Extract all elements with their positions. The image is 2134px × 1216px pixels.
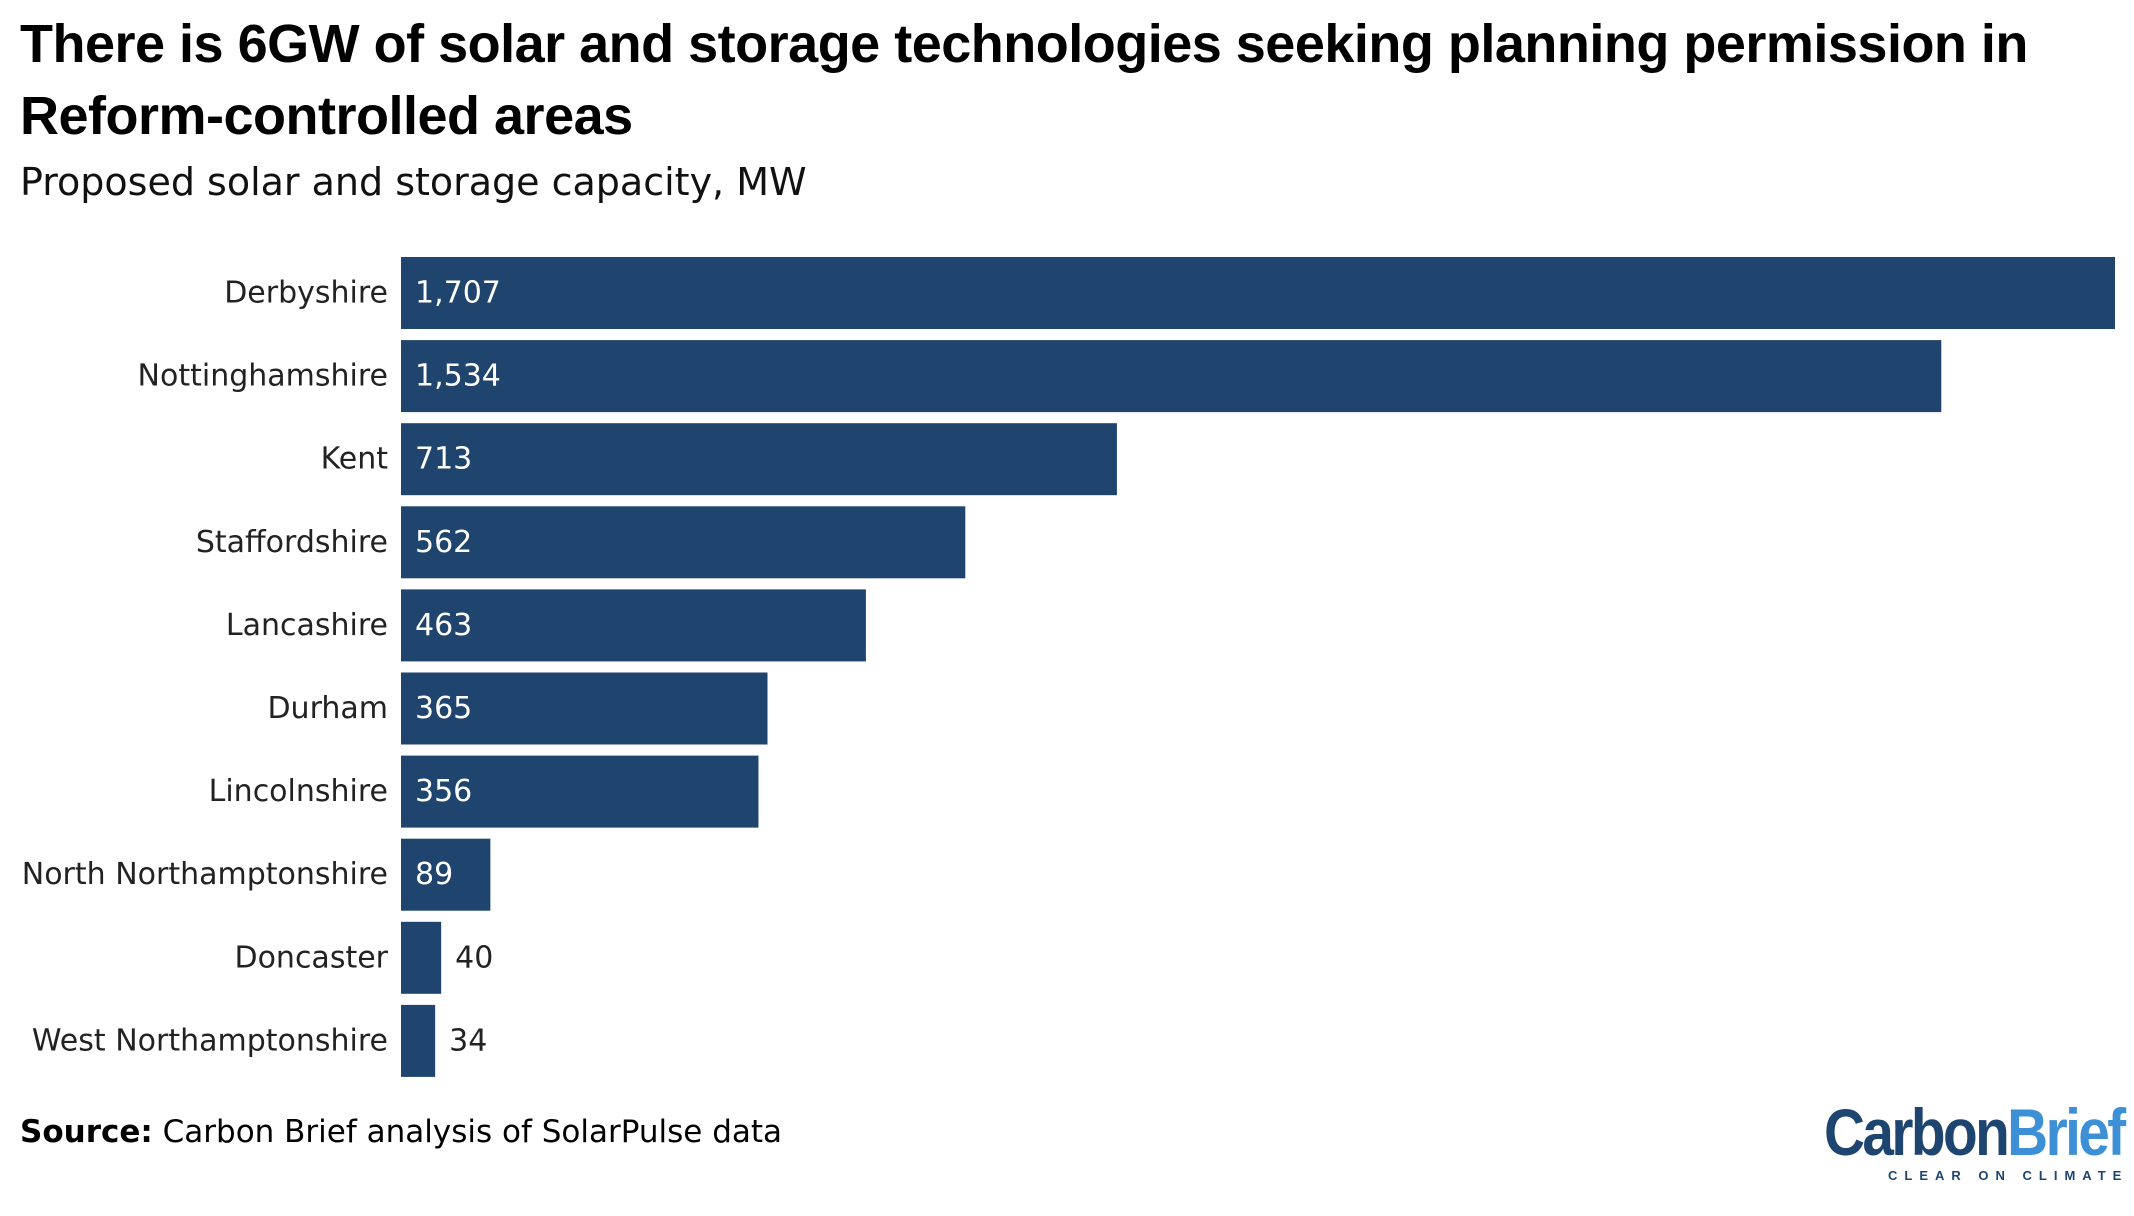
bar-group-lincolnshire: Lincolnshire 356 [209,755,759,828]
bar [401,589,866,662]
bar-group-nottinghamshire: Nottinghamshire 1,534 [138,340,1942,413]
source-label: Source: [20,1114,153,1150]
category-label: Lancashire [226,608,388,643]
category-label: Staffordshire [196,525,388,560]
value-label: 562 [415,525,472,560]
bar [401,755,759,828]
logo-brief-text: Brief [2007,1095,2126,1169]
category-label: Derbyshire [224,276,388,311]
chart-subtitle: Proposed solar and storage capacity, MW [20,160,807,204]
carbon-brief-logo: CarbonBrief CLEAR ON CLIMATE [1824,1096,2126,1186]
category-label: Nottinghamshire [138,359,388,394]
logo-wordmark: CarbonBrief [1824,1095,2126,1169]
value-label: 1,534 [415,359,501,394]
value-label: 713 [415,442,472,477]
bar-group-lancashire: Lancashire 463 [226,589,866,662]
category-label: Doncaster [234,940,388,975]
source-note: Source: Carbon Brief analysis of SolarPu… [20,1112,782,1152]
category-label: Durham [267,691,388,726]
bar-group-durham: Durham 365 [267,672,768,745]
value-label: 356 [415,774,472,809]
bar [401,506,966,579]
category-label: West Northamptonshire [32,1023,388,1058]
value-label: 365 [415,691,472,726]
bar [401,257,2115,329]
category-label: Lincolnshire [209,774,388,809]
bar-group-derbyshire: Derbyshire 1,707 [224,257,2115,329]
category-label: Kent [321,442,389,477]
logo-carbon-text: Carbon [1824,1095,2010,1169]
chart-title: There is 6GW of solar and storage techno… [20,14,2028,146]
value-label: 463 [415,608,472,643]
source-text: Carbon Brief analysis of SolarPulse data [152,1114,783,1150]
bar [401,921,442,994]
value-label: 40 [455,940,493,975]
value-label: 1,707 [415,276,501,311]
bar-group-staffordshire: Staffordshire 562 [196,506,966,579]
bar-group-west-northamptonshire: West Northamptonshire 34 [32,1004,487,1077]
category-label: North Northamptonshire [22,857,388,892]
bar-chart: Derbyshire 1,707 Nottinghamshire 1,534 Kent 7… [22,257,2115,1077]
logo-tagline: CLEAR ON CLIMATE [1888,1168,2129,1183]
bar [401,838,491,911]
bar [401,1004,436,1077]
bar [401,340,1942,413]
bar-group-north-northamptonshire: North Northamptonshire 89 [22,838,491,911]
bar-group-doncaster: Doncaster 40 [234,921,493,994]
bar [401,423,1117,496]
value-label: 89 [415,857,453,892]
bar [401,672,768,745]
bar-group-kent: Kent 713 [321,423,1117,496]
value-label: 34 [449,1023,487,1058]
